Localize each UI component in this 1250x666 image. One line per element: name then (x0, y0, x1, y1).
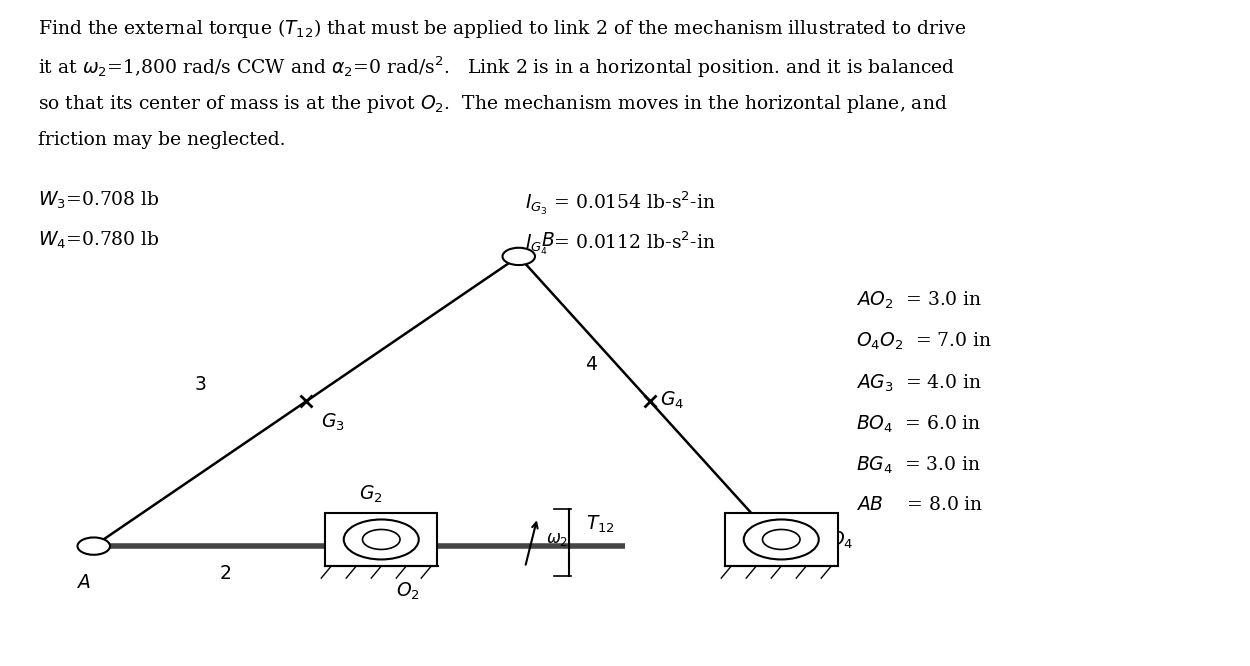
Text: $AB$    = 8.0 in: $AB$ = 8.0 in (856, 496, 984, 514)
Text: $AG_3$  = 4.0 in: $AG_3$ = 4.0 in (856, 372, 983, 394)
Text: $A$: $A$ (76, 574, 91, 592)
Text: $W_4$=0.780 lb: $W_4$=0.780 lb (38, 230, 159, 251)
Text: $G_2$: $G_2$ (360, 484, 382, 505)
Circle shape (744, 519, 819, 559)
Text: $4$: $4$ (585, 356, 597, 374)
Text: it at $\omega_2$=1,800 rad/s CCW and $\alpha_2$=0 rad/s$^2$.   Link 2 is in a ho: it at $\omega_2$=1,800 rad/s CCW and $\a… (38, 55, 955, 80)
Bar (725, 513, 838, 566)
Circle shape (503, 248, 535, 265)
Text: $W_3$=0.708 lb: $W_3$=0.708 lb (38, 190, 159, 211)
Circle shape (78, 537, 110, 555)
Circle shape (762, 529, 800, 549)
Text: $B$: $B$ (541, 232, 555, 250)
Text: $\omega_2$: $\omega_2$ (546, 531, 569, 547)
Text: $AO_2$  = 3.0 in: $AO_2$ = 3.0 in (856, 290, 983, 311)
Text: $BO_4$  = 6.0 in: $BO_4$ = 6.0 in (856, 414, 981, 435)
Text: $O_4 O_2$  = 7.0 in: $O_4 O_2$ = 7.0 in (856, 331, 993, 352)
Circle shape (362, 529, 400, 549)
Text: $I_{G_3}$ = 0.0154 lb-s$^2$-in: $I_{G_3}$ = 0.0154 lb-s$^2$-in (525, 190, 715, 217)
Text: $G_3$: $G_3$ (321, 412, 345, 432)
Text: friction may be neglected.: friction may be neglected. (38, 131, 285, 149)
Text: $2$: $2$ (219, 565, 231, 583)
Text: $3$: $3$ (194, 376, 206, 394)
Text: $O_4$: $O_4$ (829, 530, 852, 551)
Bar (325, 513, 437, 566)
Text: $I_{G_4}$ = 0.0112 lb-s$^2$-in: $I_{G_4}$ = 0.0112 lb-s$^2$-in (525, 230, 715, 257)
Text: $O_2$: $O_2$ (396, 581, 420, 602)
Text: $T_{12}$: $T_{12}$ (586, 513, 615, 535)
Text: Find the external torque ($T_{12}$) that must be applied to link 2 of the mechan: Find the external torque ($T_{12}$) that… (38, 17, 966, 40)
Circle shape (344, 519, 419, 559)
Text: so that its center of mass is at the pivot $O_2$.  The mechanism moves in the ho: so that its center of mass is at the piv… (38, 93, 948, 115)
Text: $BG_4$  = 3.0 in: $BG_4$ = 3.0 in (856, 455, 981, 476)
Text: $G_4$: $G_4$ (660, 390, 684, 410)
